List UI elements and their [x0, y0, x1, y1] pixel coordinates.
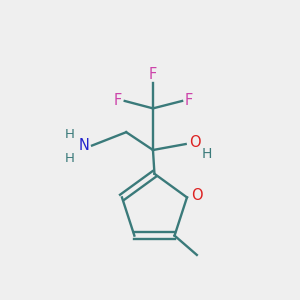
- Text: H: H: [202, 148, 212, 161]
- Text: O: O: [189, 135, 200, 150]
- Text: H: H: [65, 128, 75, 141]
- Text: F: F: [149, 67, 157, 82]
- Text: O: O: [191, 188, 203, 203]
- Text: F: F: [114, 94, 122, 109]
- Text: N: N: [78, 138, 89, 153]
- Text: F: F: [184, 94, 193, 109]
- Text: H: H: [65, 152, 75, 165]
